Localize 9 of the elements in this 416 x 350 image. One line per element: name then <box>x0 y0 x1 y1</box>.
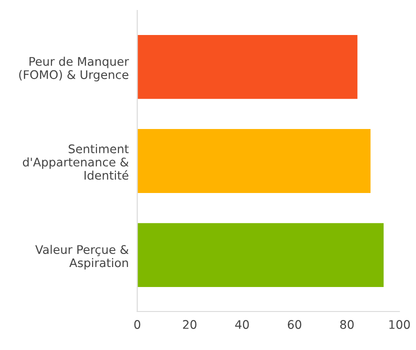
x-tick-label: 60 <box>288 320 302 329</box>
y-tick-label: Peur de Manquer (FOMO) & Urgence <box>19 56 129 82</box>
x-tick-label: 100 <box>389 320 410 329</box>
x-tick-label: 40 <box>235 320 249 329</box>
x-tick-label: 80 <box>340 320 354 329</box>
y-tick-label: Valeur Perçue & Aspiration <box>35 244 129 270</box>
x-tick-label: 20 <box>183 320 196 329</box>
x-tick-label: 0 <box>134 320 140 329</box>
y-tick-label: Sentiment d'Appartenance & Identité <box>22 144 129 180</box>
